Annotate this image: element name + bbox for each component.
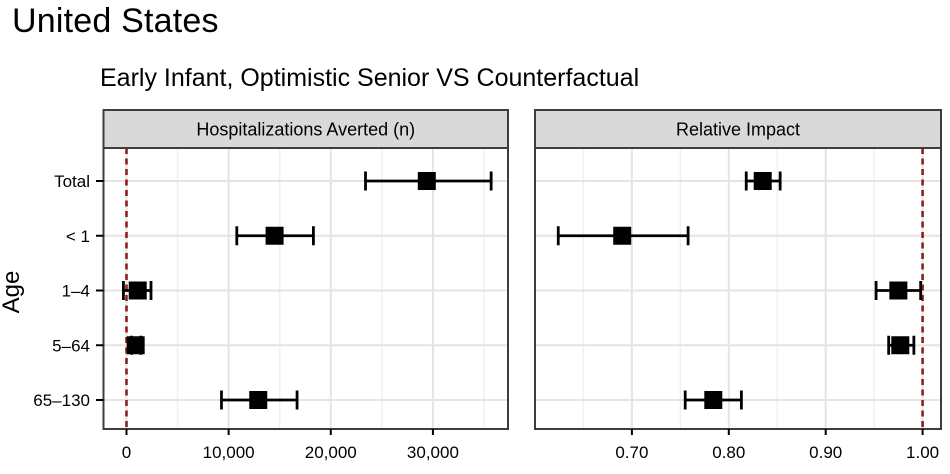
x-axis-tick-label: 10,000 (203, 443, 255, 462)
point-marker (126, 336, 145, 355)
y-axis-tick-label: 1–4 (62, 282, 90, 301)
x-axis-tick-label: 0.70 (615, 443, 648, 462)
pointrange-1-0 (744, 171, 782, 191)
point-marker (753, 172, 772, 190)
pointrange-0-4 (220, 390, 299, 410)
facet-strip-label: Relative Impact (676, 120, 800, 140)
x-axis-tick-label: 0.90 (809, 443, 842, 462)
chart-subtitle: Early Infant, Optimistic Senior VS Count… (100, 64, 640, 92)
panel-0: Hospitalizations Averted (n) 0 10,000 20,00… (102, 109, 509, 462)
panel-border (534, 147, 942, 430)
point-marker (613, 226, 632, 245)
pointrange-1-2 (874, 281, 923, 300)
y-axis-tick-label: 65–130 (33, 391, 90, 410)
chart-title: United States (12, 2, 219, 40)
panel-1: Relative Impact 0.70 0.80 0.90 1.00 (534, 109, 942, 462)
panel-background (103, 148, 508, 429)
x-axis-tick-label: 30,000 (407, 443, 459, 462)
point-marker (417, 172, 436, 190)
panel-border (102, 147, 509, 430)
y-axis-tick-label: Total (54, 172, 90, 191)
point-marker (891, 336, 910, 355)
pointrange-1-1 (556, 226, 690, 246)
point-marker (704, 391, 723, 409)
y-axis-tick-label: < 1 (66, 227, 90, 246)
x-axis-tick-label: 0 (122, 443, 131, 462)
facet-strip (534, 109, 942, 149)
x-axis-tick-label: 20,000 (305, 443, 357, 462)
x-axis-tick-label: 0.80 (712, 443, 745, 462)
y-axis: Total < 1 1–4 5–64 65–130 (33, 172, 104, 410)
panel-background (535, 148, 941, 429)
point-marker (265, 226, 284, 245)
pointrange-0-2 (122, 281, 153, 300)
facet-strip-label: Hospitalizations Averted (n) (196, 120, 415, 140)
y-axis-tick-label: 5–64 (52, 336, 90, 355)
pointrange-0-0 (364, 171, 493, 191)
pointrange-1-4 (683, 390, 743, 410)
pointrange-0-3 (126, 335, 145, 355)
point-marker (249, 391, 268, 409)
pointrange-1-3 (887, 335, 916, 355)
point-marker (128, 281, 147, 300)
point-marker (889, 281, 908, 300)
pointrange-0-1 (235, 226, 315, 246)
x-axis-tick-label: 1.00 (906, 443, 939, 462)
